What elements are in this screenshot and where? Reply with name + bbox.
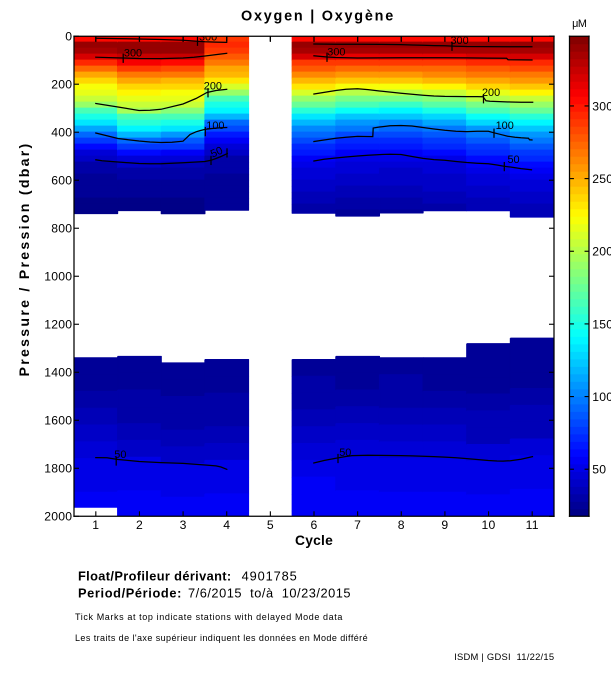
svg-text:Tick Marks at top indicate sta: Tick Marks at top indicate stations with… bbox=[75, 612, 343, 622]
svg-text:400: 400 bbox=[51, 126, 72, 140]
svg-text:7/6/2015 to/à 10/23/2015: 7/6/2015 to/à 10/23/2015 bbox=[188, 586, 351, 601]
svg-text:300: 300 bbox=[199, 31, 217, 43]
svg-text:1600: 1600 bbox=[44, 414, 72, 428]
svg-text:600: 600 bbox=[51, 174, 72, 188]
svg-text:300: 300 bbox=[592, 99, 611, 113]
svg-text:300: 300 bbox=[450, 35, 468, 47]
svg-text:250: 250 bbox=[592, 172, 611, 186]
svg-text:200: 200 bbox=[592, 245, 611, 259]
svg-text:Les traits de l'axe supérieur: Les traits de l'axe supérieur indiquent … bbox=[75, 633, 368, 643]
svg-text:Float/Profileur dérivant:: Float/Profileur dérivant: bbox=[78, 568, 232, 583]
svg-text:2000: 2000 bbox=[44, 510, 72, 524]
svg-text:1400: 1400 bbox=[44, 366, 72, 380]
svg-text:50: 50 bbox=[507, 154, 519, 166]
svg-text:5: 5 bbox=[267, 518, 274, 532]
svg-text:11: 11 bbox=[526, 518, 539, 532]
svg-text:1000: 1000 bbox=[44, 270, 72, 284]
svg-text:4901785: 4901785 bbox=[242, 568, 298, 583]
svg-text:8: 8 bbox=[398, 518, 405, 532]
svg-text:Cycle: Cycle bbox=[295, 533, 333, 548]
svg-text:100: 100 bbox=[206, 120, 224, 132]
svg-text:Oxygen | Oxygène: Oxygen | Oxygène bbox=[241, 9, 395, 25]
svg-text:9: 9 bbox=[441, 518, 448, 532]
svg-text:200: 200 bbox=[51, 78, 72, 92]
svg-text:1800: 1800 bbox=[44, 462, 72, 476]
svg-text:100: 100 bbox=[496, 120, 514, 132]
svg-text:7: 7 bbox=[354, 518, 361, 532]
svg-text:μM: μM bbox=[572, 18, 587, 30]
svg-text:3: 3 bbox=[180, 518, 187, 532]
svg-text:1: 1 bbox=[92, 518, 99, 532]
svg-text:300: 300 bbox=[327, 46, 345, 58]
svg-text:150: 150 bbox=[592, 317, 611, 331]
svg-text:200: 200 bbox=[204, 81, 222, 93]
svg-text:800: 800 bbox=[51, 222, 72, 236]
svg-text:2: 2 bbox=[136, 518, 143, 532]
svg-text:50: 50 bbox=[592, 463, 606, 477]
svg-text:Pressure / Pression (dbar): Pressure / Pression (dbar) bbox=[17, 141, 33, 376]
svg-text:50: 50 bbox=[209, 145, 225, 161]
svg-text:1200: 1200 bbox=[44, 318, 72, 332]
svg-text:4: 4 bbox=[223, 518, 230, 532]
svg-text:200: 200 bbox=[482, 87, 500, 99]
svg-text:0: 0 bbox=[65, 30, 72, 44]
svg-text:10: 10 bbox=[482, 518, 496, 532]
svg-text:50: 50 bbox=[339, 447, 351, 459]
svg-text:50: 50 bbox=[114, 449, 126, 461]
svg-text:ISDM | GDSI 11/22/15: ISDM | GDSI 11/22/15 bbox=[454, 651, 554, 662]
svg-text:6: 6 bbox=[310, 518, 317, 532]
svg-text:100: 100 bbox=[592, 390, 611, 404]
svg-text:Period/Période:: Period/Période: bbox=[78, 586, 182, 601]
svg-text:300: 300 bbox=[124, 47, 142, 59]
